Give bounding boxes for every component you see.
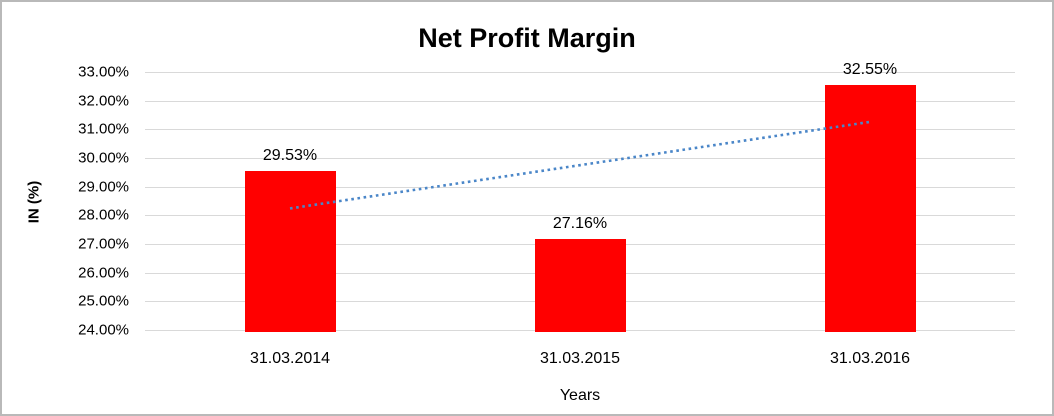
chart-title: Net Profit Margin: [418, 23, 636, 53]
x-axis-tick-labels: 31.03.2014 31.03.2015 31.03.2016: [145, 350, 1015, 370]
y-tick-label: 28.00%: [78, 206, 129, 224]
bar-value-label: 27.16%: [552, 215, 608, 233]
plot-area: 29.53% 27.16% 32.55%: [145, 61, 1015, 332]
y-tick-label: 25.00%: [78, 292, 129, 310]
y-tick-label: 33.00%: [78, 63, 129, 81]
y-axis-tick-labels: 33.00% 32.00% 31.00% 30.00% 29.00% 28.00% 27.0…: [2, 64, 129, 339]
bar: [244, 171, 336, 332]
bar: [534, 239, 626, 332]
y-tick-label: 27.00%: [78, 235, 129, 253]
bar: [824, 84, 916, 332]
gridline: [145, 72, 1015, 73]
gridline: [145, 100, 1015, 102]
trendline: [289, 120, 871, 210]
y-tick-label: 29.00%: [78, 178, 129, 196]
x-tick-label: 31.03.2015: [539, 350, 621, 367]
y-tick-label: 32.00%: [78, 92, 129, 110]
y-tick-label: 24.00%: [78, 321, 129, 339]
y-tick-label: 30.00%: [78, 149, 129, 167]
gridline: [145, 129, 1015, 131]
bar-value-label: 32.55%: [842, 60, 898, 78]
x-tick-label: 31.03.2016: [829, 350, 911, 367]
x-tick-label: 31.03.2014: [249, 350, 331, 367]
y-tick-label: 26.00%: [78, 264, 129, 282]
gridline: [145, 215, 1015, 217]
gridline: [145, 186, 1015, 188]
x-axis-title: Years: [559, 387, 601, 404]
bar-value-label: 29.53%: [262, 147, 318, 165]
gridline: [145, 158, 1015, 159]
y-tick-label: 31.00%: [78, 120, 129, 138]
